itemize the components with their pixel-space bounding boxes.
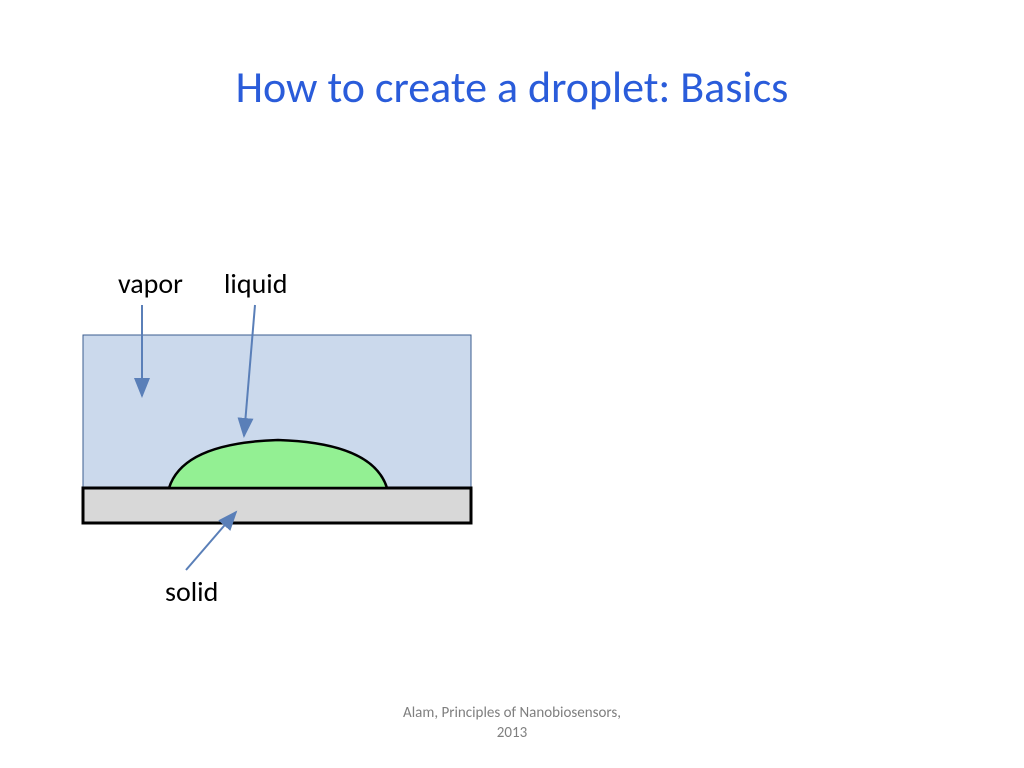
solid-region — [83, 488, 471, 523]
slide-footer: Alam, Principles of Nanobiosensors, 2013 — [0, 704, 1024, 743]
droplet-diagram — [0, 0, 1024, 768]
footer-line1: Alam, Principles of Nanobiosensors, — [0, 704, 1024, 724]
footer-line2: 2013 — [0, 724, 1024, 744]
